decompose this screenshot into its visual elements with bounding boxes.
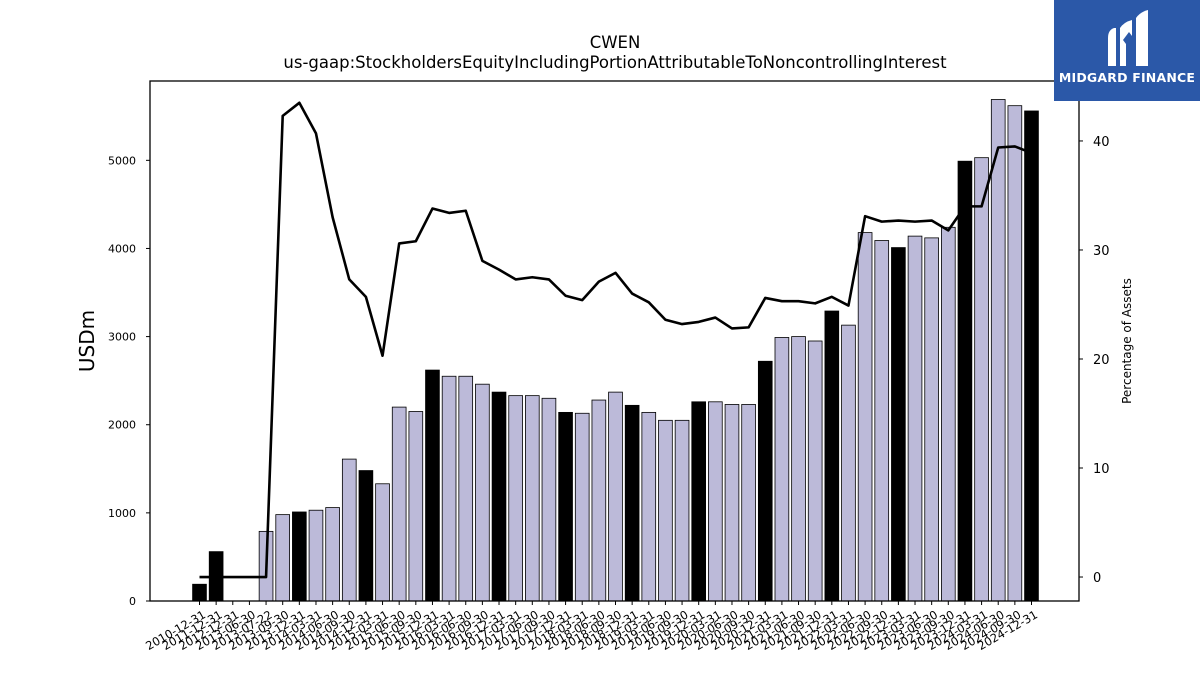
- logo-text: MIDGARD FINANCE: [1058, 70, 1196, 85]
- bar: [541, 397, 557, 602]
- y-tick-label: 2000: [108, 419, 136, 432]
- x-axis: 2010-12-312011-12-312012-12-312013-06-30…: [143, 601, 1040, 653]
- bar: [574, 412, 590, 602]
- bar: [891, 247, 906, 602]
- bar: [1024, 110, 1039, 602]
- bar: [757, 360, 773, 602]
- bar: [841, 324, 856, 602]
- bar: [475, 383, 490, 602]
- y-tick-label: 0: [129, 595, 136, 608]
- bar: [941, 226, 956, 602]
- y2-tick-label: 10: [1093, 462, 1110, 477]
- bar: [325, 507, 340, 602]
- y-axis-left: 0 1000 2000 3000 4000 5000: [108, 154, 150, 608]
- bar: [741, 404, 756, 602]
- line-layer: [199, 101, 1032, 579]
- bar: [308, 509, 324, 602]
- chart-title: CWEN: [590, 33, 641, 52]
- bar: [275, 514, 290, 602]
- bar: [292, 511, 307, 602]
- bar: [907, 235, 923, 602]
- y2-axis-label: Percentage of Assets: [1120, 278, 1134, 404]
- bar: [525, 395, 540, 602]
- brand-logo: MIDGARD FINANCE: [1054, 0, 1200, 101]
- y-tick-label: 1000: [108, 507, 136, 520]
- bar: [1007, 105, 1023, 602]
- bar: [708, 401, 723, 602]
- bar: [691, 401, 706, 602]
- bar-group: [192, 99, 1039, 602]
- bar: [408, 411, 424, 602]
- line-series: [199, 101, 1032, 579]
- bar: [857, 232, 873, 602]
- bar: [391, 406, 407, 602]
- bar: [458, 375, 474, 602]
- bar: [807, 340, 823, 602]
- bar: [957, 160, 973, 602]
- bar: [974, 157, 989, 602]
- bar: [591, 399, 607, 602]
- y2-tick-label: 20: [1093, 353, 1110, 368]
- bar: [674, 419, 690, 602]
- bar: [192, 583, 207, 602]
- y2-tick-label: 30: [1093, 244, 1110, 259]
- y-tick-label: 3000: [108, 331, 136, 344]
- bar: [724, 404, 740, 602]
- bar: [874, 240, 890, 602]
- y-axis-label: USDm: [75, 310, 99, 372]
- y2-tick-label: 40: [1093, 135, 1110, 150]
- bar: [375, 483, 390, 602]
- chart-subtitle: us-gaap:StockholdersEquityIncludingPorti…: [283, 53, 947, 72]
- logo-mark-icon: [1108, 10, 1148, 66]
- y-axis-right: 0 10 20 30 40: [1079, 135, 1110, 586]
- bar: [658, 419, 673, 602]
- bar: [624, 404, 640, 602]
- y-tick-label: 5000: [108, 154, 136, 167]
- bar: [608, 391, 623, 602]
- bar: [924, 237, 939, 602]
- bar: [341, 458, 357, 602]
- bar: [508, 395, 523, 602]
- bar: [990, 99, 1006, 602]
- bar: [774, 337, 790, 602]
- bar: [641, 411, 657, 602]
- bar: [441, 375, 457, 602]
- y-tick-label: 4000: [108, 242, 136, 255]
- bar: [358, 470, 374, 602]
- bar: [824, 310, 840, 602]
- plot-frame: [149, 80, 1080, 602]
- bar: [491, 391, 507, 602]
- y2-tick-label: 0: [1093, 571, 1101, 586]
- bar: [558, 411, 573, 602]
- bar: [425, 369, 440, 602]
- bar: [791, 336, 806, 602]
